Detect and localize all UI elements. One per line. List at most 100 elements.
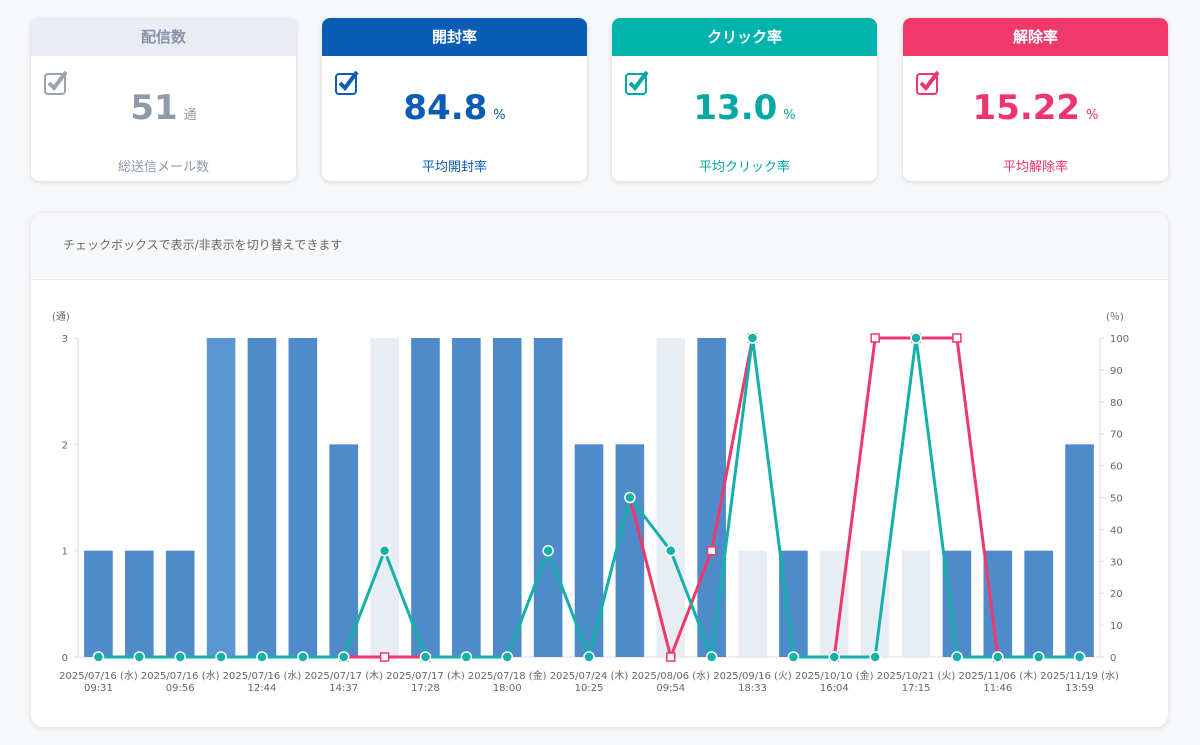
checkbox[interactable]: [43, 68, 73, 96]
card-title: 配信数: [31, 18, 296, 56]
x-tick-label: 2025/07/16 (水) 09:56: [141, 670, 220, 694]
point: [501, 651, 513, 663]
bar: [125, 550, 154, 657]
point: [706, 546, 717, 556]
x-tick-label: 2025/09/16 (火) 18:33: [713, 670, 792, 694]
point: [992, 651, 1004, 663]
point: [1032, 651, 1045, 663]
panel-note: チェックボックスで表示/非表示を切り替えできます: [31, 213, 1168, 280]
point: [92, 651, 105, 663]
unit: %: [783, 108, 796, 123]
bar: [779, 550, 808, 657]
bar: [84, 550, 113, 657]
card-caption: 総送信メール数: [117, 160, 209, 175]
value: 15.22: [972, 88, 1081, 128]
value: 13.0: [693, 88, 778, 128]
value: 84.8: [403, 88, 488, 128]
x-tick-label: 2025/07/18 (金) 18:00: [468, 669, 547, 694]
checkbox[interactable]: [915, 68, 945, 96]
x-tick-label: 2025/11/06 (木) 11:46: [958, 670, 1037, 694]
point: [870, 333, 880, 343]
card-value: 51 通: [31, 88, 296, 128]
card-caption: 平均解除率: [1002, 160, 1068, 175]
bar: [942, 550, 972, 657]
bar: [329, 444, 359, 657]
point: [665, 545, 677, 557]
point: [583, 651, 595, 663]
x-tick-label: 2025/07/16 (水) 12:44: [223, 670, 302, 694]
bar: [901, 550, 931, 657]
point: [174, 651, 186, 663]
bar: [533, 338, 563, 657]
card-title: 開封率: [322, 18, 587, 56]
bar: [1024, 550, 1053, 657]
point: [133, 651, 146, 663]
y2-tick-label: 60: [1110, 462, 1123, 473]
point: [337, 651, 350, 663]
y2-tick-label: 100: [1110, 334, 1129, 345]
bar: [165, 550, 195, 657]
point: [379, 652, 390, 662]
card-caption: 平均クリック率: [698, 160, 790, 175]
y-tick-label: 3: [62, 334, 68, 345]
y-tick-label: 2: [62, 440, 68, 451]
point: [542, 545, 554, 557]
card: 解除率 15.22% 平均解除率: [903, 18, 1168, 181]
chart: (通) (％)012301020304050607080901002025/07/…: [52, 311, 1129, 694]
bar: [574, 444, 604, 657]
y2-tick-label: 0: [1110, 653, 1116, 664]
point: [419, 651, 432, 663]
y2-tick-label: 10: [1110, 621, 1123, 632]
x-tick-label: 2025/07/17 (木) 17:28: [386, 670, 465, 694]
card-caption: 平均開封率: [421, 160, 487, 175]
unit: %: [1086, 108, 1099, 123]
point: [215, 651, 227, 663]
unit: %: [493, 108, 506, 123]
y2-tick-label: 70: [1110, 430, 1123, 441]
bar: [819, 550, 849, 657]
bar: [983, 550, 1013, 657]
point: [297, 651, 309, 663]
y2-unit: (％): [1106, 312, 1124, 323]
point: [951, 651, 963, 663]
bar: [492, 338, 522, 657]
x-tick-label: 2025/11/19 (水) 13:59: [1040, 670, 1119, 694]
checkbox[interactable]: [334, 68, 364, 96]
x-tick-label: 2025/07/16 (水) 09:31: [59, 670, 138, 694]
checkbox[interactable]: [624, 68, 654, 96]
point: [256, 651, 268, 663]
point: [952, 333, 962, 343]
point: [378, 545, 391, 557]
bar: [860, 550, 890, 657]
chart-panel: チェックボックスで表示/非表示を切り替えできます (通) (％) 0 1 2 3 0 10 20…: [31, 213, 1168, 727]
point: [910, 332, 922, 344]
x-tick-label: 2025/07/17 (木) 14:37: [304, 670, 383, 694]
card-value: 15.22%: [903, 88, 1168, 128]
card: 開封率 84.8% 平均開封率: [322, 18, 587, 181]
value: 51: [130, 88, 178, 128]
x-tick-label: 2025/07/24 (木) 10:25: [550, 670, 629, 694]
card-value: 13.0%: [612, 88, 877, 128]
x-tick-label: 2025/10/21 (火) 17:15: [877, 670, 956, 694]
point: [624, 491, 636, 504]
y2-tick-label: 50: [1110, 494, 1123, 505]
bar: [656, 338, 686, 657]
y-tick-label: 1: [62, 547, 68, 558]
card: クリック率 13.0% 平均クリック率: [612, 18, 877, 181]
x-tick-label: 2025/08/06 (水) 09:54: [631, 670, 710, 694]
point: [666, 652, 676, 662]
card-title: クリック率: [612, 18, 877, 56]
point: [869, 651, 881, 663]
bar: [452, 338, 481, 657]
bar: [370, 338, 399, 657]
y2-tick-label: 30: [1110, 557, 1123, 568]
y2-tick-label: 20: [1110, 589, 1123, 600]
card-title: 解除率: [903, 18, 1168, 56]
point: [460, 651, 473, 663]
bar: [615, 444, 645, 657]
bar: [1065, 444, 1094, 657]
bar: [288, 338, 318, 657]
bar: [411, 338, 440, 657]
card: 配信数 51 通 総送信メール数: [31, 18, 296, 181]
